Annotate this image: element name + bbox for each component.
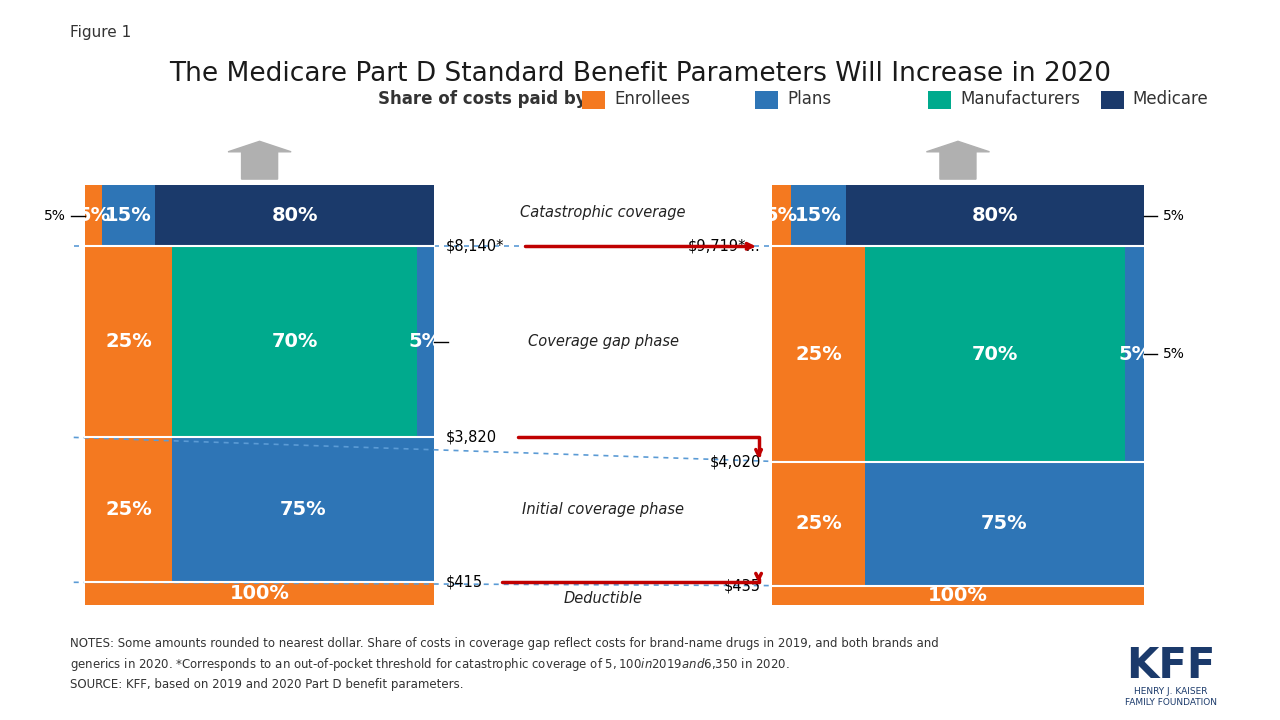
Text: 75%: 75%	[280, 500, 326, 519]
Text: $9,719*...: $9,719*...	[689, 239, 760, 254]
Bar	[772, 185, 791, 246]
Text: 25%: 25%	[105, 333, 152, 351]
Bar	[155, 185, 434, 246]
Bar	[173, 437, 434, 582]
Text: Catastrophic coverage: Catastrophic coverage	[521, 205, 686, 220]
Bar	[417, 246, 434, 437]
Text: Medicare: Medicare	[1133, 90, 1208, 108]
Text: 5%: 5%	[1164, 209, 1185, 223]
Text: 5%: 5%	[408, 333, 442, 351]
Text: 70%: 70%	[271, 333, 317, 351]
Text: $3,820: $3,820	[445, 430, 497, 445]
Text: 80%: 80%	[972, 207, 1019, 225]
Text: 15%: 15%	[795, 207, 842, 225]
Text: 15%: 15%	[105, 207, 152, 225]
Bar	[1125, 246, 1144, 462]
Text: $435: $435	[723, 578, 760, 593]
Text: $4,020: $4,020	[709, 454, 760, 469]
FancyArrow shape	[228, 141, 291, 179]
Text: Figure 1: Figure 1	[70, 25, 132, 40]
Text: Plans: Plans	[787, 90, 831, 108]
Bar	[84, 582, 434, 606]
Bar	[84, 246, 173, 437]
Bar	[865, 462, 1144, 585]
Text: 25%: 25%	[105, 500, 152, 519]
Bar	[791, 185, 846, 246]
Text: 5%: 5%	[765, 207, 797, 225]
Bar	[772, 462, 865, 585]
Text: 25%: 25%	[795, 514, 842, 534]
Text: Enrollees: Enrollees	[614, 90, 690, 108]
FancyArrow shape	[927, 141, 989, 179]
Bar	[102, 185, 155, 246]
Bar	[84, 185, 102, 246]
Text: 80%: 80%	[271, 207, 317, 225]
Bar	[865, 246, 1125, 462]
Text: Manufacturers: Manufacturers	[960, 90, 1080, 108]
Bar	[173, 246, 417, 437]
Bar	[84, 437, 173, 582]
Text: $415: $415	[445, 575, 483, 590]
Bar	[772, 585, 1144, 606]
Text: 75%: 75%	[980, 514, 1028, 534]
Text: 5%: 5%	[44, 209, 65, 223]
Text: 25%: 25%	[795, 345, 842, 364]
Text: Coverage gap phase: Coverage gap phase	[527, 334, 678, 349]
Text: 5%: 5%	[1164, 347, 1185, 361]
Bar	[846, 185, 1144, 246]
Text: Share of costs paid by:: Share of costs paid by:	[378, 90, 593, 108]
Text: NOTES: Some amounts rounded to nearest dollar. Share of costs in coverage gap re: NOTES: Some amounts rounded to nearest d…	[70, 637, 940, 691]
Text: 5%: 5%	[1117, 345, 1151, 364]
Text: $8,140*: $8,140*	[445, 239, 504, 254]
Text: 5%: 5%	[77, 207, 110, 225]
Text: 70%: 70%	[972, 345, 1019, 364]
Text: KFF: KFF	[1126, 645, 1216, 687]
Text: Initial coverage phase: Initial coverage phase	[522, 503, 684, 518]
Text: HENRY J. KAISER
FAMILY FOUNDATION: HENRY J. KAISER FAMILY FOUNDATION	[1125, 687, 1217, 707]
Text: 100%: 100%	[928, 586, 988, 605]
Text: The Medicare Part D Standard Benefit Parameters Will Increase in 2020: The Medicare Part D Standard Benefit Par…	[169, 61, 1111, 87]
Bar	[772, 246, 865, 462]
Text: 100%: 100%	[229, 585, 289, 603]
Text: Deductible: Deductible	[563, 590, 643, 606]
